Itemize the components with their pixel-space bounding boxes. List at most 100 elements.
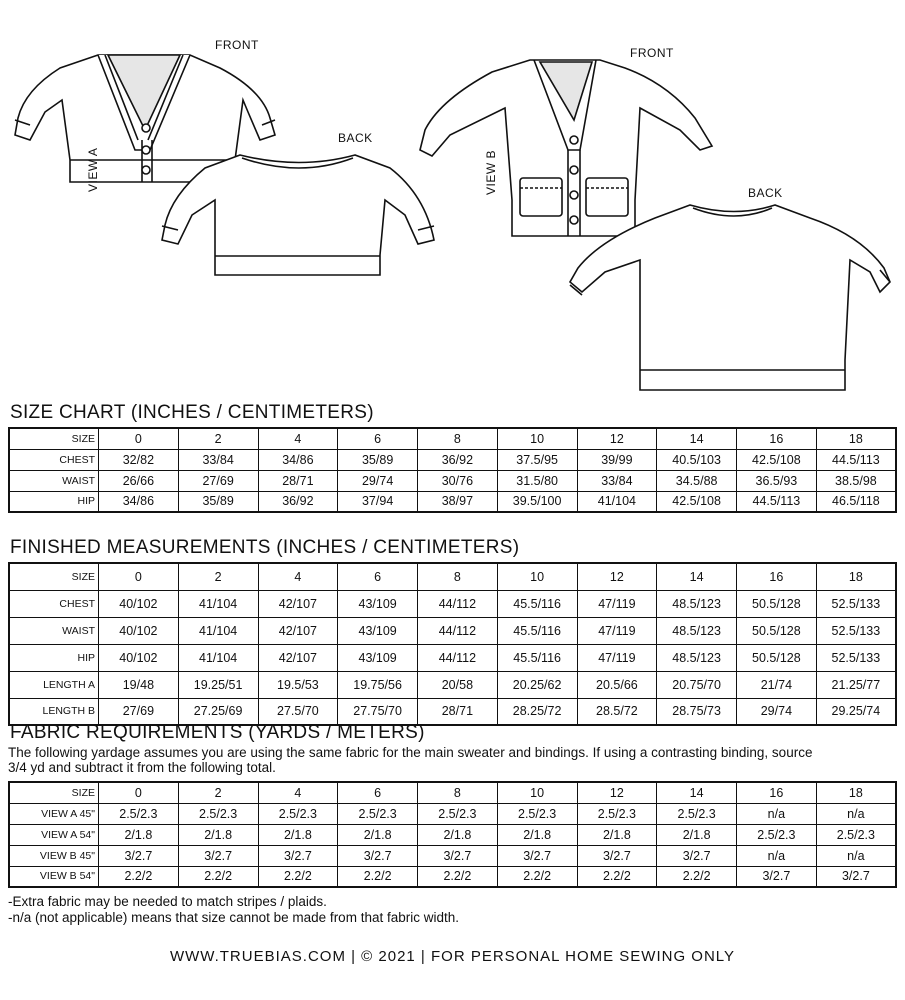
view-a-label: VIEW A — [86, 147, 100, 192]
table-cell: 50.5/128 — [736, 616, 817, 645]
size-header: 10 — [496, 427, 578, 450]
table-cell: 36/92 — [257, 490, 339, 513]
table-cell: 42/107 — [257, 616, 339, 645]
fabric-note-1: -Extra fabric may be needed to match str… — [8, 894, 327, 909]
footer: WWW.TRUEBIAS.COM | © 2021 | FOR PERSONAL… — [169, 948, 736, 965]
table-cell: 45.5/116 — [496, 616, 578, 645]
table-cell: 40/102 — [98, 643, 179, 672]
table-cell: 3/2.7 — [177, 844, 259, 867]
size-header: 8 — [417, 427, 498, 450]
table-cell: 2/1.8 — [337, 823, 418, 846]
table-cell: 36/92 — [417, 448, 498, 471]
table-cell: 28/71 — [257, 469, 339, 492]
table-cell: 47/119 — [576, 643, 658, 672]
table-cell: 2.5/2.3 — [177, 802, 259, 825]
table-cell: 29/74 — [736, 697, 817, 726]
table-cell: 38.5/98 — [815, 469, 897, 492]
table-cell: 21.25/77 — [815, 670, 897, 699]
table-cell: 41/104 — [177, 616, 259, 645]
size-header: 14 — [656, 562, 737, 591]
table-cell: 44.5/113 — [815, 448, 897, 471]
table-cell: 19.75/56 — [337, 670, 418, 699]
header-row: SIZE 0 2 4 6 8 10 12 14 16 18 — [8, 427, 897, 450]
table-cell: 44/112 — [417, 643, 498, 672]
size-header: 6 — [337, 781, 418, 804]
table-cell: 47/119 — [576, 589, 658, 618]
table-cell: 34/86 — [98, 490, 179, 513]
table-cell: 27.5/70 — [257, 697, 339, 726]
table-cell: 3/2.7 — [576, 844, 658, 867]
table-cell: n/a — [815, 844, 897, 867]
table-cell: 20.75/70 — [656, 670, 737, 699]
size-header: 10 — [496, 562, 578, 591]
table-cell: 35/89 — [177, 490, 259, 513]
table-cell: 41/104 — [576, 490, 658, 513]
size-header: 8 — [417, 781, 498, 804]
row-label: LENGTH B — [8, 697, 99, 726]
view-a-back-label: BACK — [338, 131, 373, 145]
row-label: HIP — [8, 643, 99, 672]
table-cell: 26/66 — [98, 469, 179, 492]
table-row: LENGTH B 27/69 27.25/69 27.5/70 27.75/70 28/7… — [8, 697, 897, 726]
table-cell: 20/58 — [417, 670, 498, 699]
table-cell: 41/104 — [177, 643, 259, 672]
table-row: VIEW B 45" 3/2.7 3/2.7 3/2.7 3/2.7 3/2.7 3/2.7… — [8, 844, 897, 867]
view-a-front-drawing — [14, 54, 276, 183]
table-cell: 2.2/2 — [576, 865, 658, 888]
row-label: VIEW A 54" — [8, 823, 99, 846]
table-cell: 2.2/2 — [496, 865, 578, 888]
table-cell: 44/112 — [417, 616, 498, 645]
table-row: WAIST 40/102 41/104 42/107 43/109 44/112 45.5/… — [8, 616, 897, 645]
table-cell: 29/74 — [337, 469, 418, 492]
table-row: VIEW A 45" 2.5/2.3 2.5/2.3 2.5/2.3 2.5/2.3 2.… — [8, 802, 897, 825]
row-label: VIEW B 54" — [8, 865, 99, 888]
table-cell: 3/2.7 — [257, 844, 339, 867]
table-cell: 2.2/2 — [417, 865, 498, 888]
size-header: 12 — [576, 427, 658, 450]
table-cell: n/a — [736, 844, 817, 867]
table-cell: 37.5/95 — [496, 448, 578, 471]
table-cell: 20.25/62 — [496, 670, 578, 699]
table-cell: 40/102 — [98, 589, 179, 618]
table-cell: 28.75/73 — [656, 697, 737, 726]
view-b-front-drawing — [419, 59, 714, 237]
table-cell: 29.25/74 — [815, 697, 897, 726]
table-cell: 2.5/2.3 — [736, 823, 817, 846]
table-cell: 3/2.7 — [98, 844, 179, 867]
view-a-back-drawing — [161, 154, 435, 276]
row-label: CHEST — [8, 448, 99, 471]
table-cell: 2/1.8 — [576, 823, 658, 846]
table-row: HIP 34/86 35/89 36/92 37/94 38/97 39.5/100 41/1… — [8, 490, 897, 513]
size-header: 0 — [98, 562, 179, 591]
table-cell: 38/97 — [417, 490, 498, 513]
table-cell: 21/74 — [736, 670, 817, 699]
size-header: 2 — [177, 562, 259, 591]
table-cell: 19.5/53 — [257, 670, 339, 699]
table-cell: 48.5/123 — [656, 643, 737, 672]
table-row: VIEW A 54" 2/1.8 2/1.8 2/1.8 2/1.8 2/1.8 2/1.8… — [8, 823, 897, 846]
table-cell: 2.5/2.3 — [496, 802, 578, 825]
size-chart-table: SIZE 0 2 4 6 8 10 12 14 16 18 CHEST 32/82 33/84 34/86 3… — [8, 427, 897, 513]
table-cell: 2/1.8 — [257, 823, 339, 846]
size-header: 6 — [337, 427, 418, 450]
row-label: HIP — [8, 490, 99, 513]
table-cell: 44/112 — [417, 589, 498, 618]
row-label: VIEW B 45" — [8, 844, 99, 867]
view-b-back-label: BACK — [748, 186, 783, 200]
table-row: HIP 40/102 41/104 42/107 43/109 44/112 45.5/11… — [8, 643, 897, 672]
table-cell: 2/1.8 — [177, 823, 259, 846]
table-cell: 48.5/123 — [656, 589, 737, 618]
size-header: 2 — [177, 427, 259, 450]
table-cell: 34.5/88 — [656, 469, 737, 492]
size-header: 8 — [417, 562, 498, 591]
table-cell: 19/48 — [98, 670, 179, 699]
size-header: 4 — [257, 781, 339, 804]
row-label: WAIST — [8, 469, 99, 492]
view-a-front-label: FRONT — [215, 38, 259, 52]
table-row: CHEST 32/82 33/84 34/86 35/89 36/92 37.5/95 39/… — [8, 448, 897, 471]
table-cell: 28.25/72 — [496, 697, 578, 726]
table-cell: 28.5/72 — [576, 697, 658, 726]
table-cell: 2.2/2 — [177, 865, 259, 888]
table-cell: 3/2.7 — [417, 844, 498, 867]
table-cell: 39/99 — [576, 448, 658, 471]
